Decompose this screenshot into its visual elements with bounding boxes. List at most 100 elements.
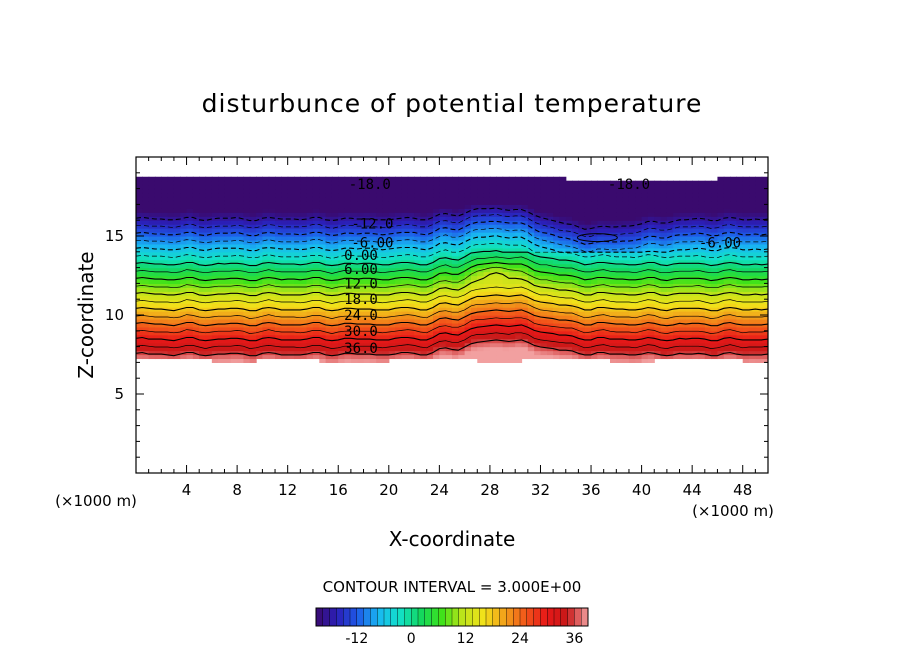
field-cell	[647, 358, 655, 363]
field-cell	[211, 220, 219, 225]
field-cell	[376, 176, 384, 182]
field-cell	[262, 243, 270, 249]
field-cell	[610, 255, 617, 261]
field-cell	[673, 239, 681, 245]
field-cell	[508, 243, 516, 249]
field-cell	[685, 239, 693, 245]
field-cell	[515, 255, 523, 261]
field-cell	[211, 239, 219, 245]
field-cell	[350, 220, 358, 225]
field-cell	[395, 192, 403, 198]
field-cell	[597, 212, 605, 217]
field-cell	[224, 188, 232, 194]
field-cell	[180, 299, 188, 304]
field-cell	[382, 267, 390, 273]
field-cell	[470, 251, 478, 257]
field-cell	[742, 338, 750, 344]
field-cell	[218, 212, 226, 217]
field-cell	[565, 291, 573, 296]
field-cell	[464, 291, 472, 296]
field-cell	[502, 236, 510, 241]
field-cell	[294, 338, 301, 344]
field-cell	[262, 295, 270, 300]
field-cell	[749, 291, 756, 296]
field-cell	[610, 196, 617, 202]
field-cell	[338, 228, 346, 233]
field-cell	[673, 267, 681, 273]
field-cell	[565, 318, 573, 324]
field-cell	[344, 311, 352, 316]
field-cell	[420, 342, 428, 348]
field-cell	[628, 224, 636, 229]
field-cell	[717, 208, 725, 213]
field-cell	[142, 200, 150, 205]
field-cell	[685, 338, 693, 344]
field-cell	[211, 208, 219, 213]
field-cell	[489, 326, 497, 332]
field-cell	[692, 180, 700, 186]
contour-line	[136, 228, 768, 252]
field-cell	[319, 295, 327, 300]
field-cell	[673, 330, 681, 336]
field-cell	[249, 326, 257, 332]
field-cell	[483, 212, 491, 217]
field-cell	[142, 259, 150, 265]
field-cell	[723, 228, 731, 233]
field-cell	[704, 287, 712, 292]
field-cell	[736, 180, 744, 186]
field-cell	[610, 322, 617, 328]
field-cell	[502, 267, 510, 273]
field-cell	[414, 330, 421, 336]
field-cell	[331, 243, 339, 249]
field-cell	[325, 263, 333, 269]
field-cell	[136, 239, 143, 245]
field-cell	[382, 354, 390, 360]
field-cell	[350, 307, 358, 312]
field-cell	[641, 236, 649, 241]
field-cell	[186, 318, 194, 324]
field-cell	[755, 326, 763, 332]
field-cell	[401, 212, 409, 217]
field-cell	[610, 315, 617, 320]
field-cell	[527, 303, 535, 308]
field-cell	[470, 334, 478, 340]
field-cell	[407, 247, 415, 253]
field-cell	[401, 303, 409, 308]
field-cell	[275, 322, 282, 328]
field-cell	[439, 228, 447, 233]
field-cell	[306, 307, 314, 312]
field-cell	[407, 303, 415, 308]
field-cell	[704, 315, 712, 320]
field-cell	[704, 204, 712, 209]
field-cell	[344, 216, 352, 221]
field-cell	[376, 251, 384, 257]
field-cell	[704, 220, 712, 225]
field-cell	[338, 334, 346, 340]
field-cell	[167, 295, 175, 300]
field-cell	[508, 204, 516, 209]
field-cell	[470, 255, 478, 261]
field-cell	[407, 188, 415, 194]
field-cell	[698, 311, 706, 316]
field-cell	[483, 192, 491, 198]
y-tick-label: 5	[114, 385, 124, 403]
field-cell	[136, 322, 143, 328]
field-cell	[218, 283, 226, 288]
field-cell	[755, 208, 763, 213]
field-cell	[224, 330, 232, 336]
field-cell	[452, 255, 459, 261]
field-cell	[458, 295, 466, 300]
field-cell	[559, 299, 567, 304]
field-cell	[142, 303, 150, 308]
field-cell	[666, 291, 674, 296]
field-cell	[376, 318, 384, 324]
field-cell	[654, 259, 662, 265]
field-cell	[673, 283, 681, 288]
field-cell	[755, 216, 763, 221]
field-cell	[344, 200, 352, 205]
field-cell	[730, 216, 737, 221]
field-cell	[673, 315, 681, 320]
field-cell	[319, 338, 327, 344]
field-cell	[698, 263, 706, 269]
field-cell	[717, 315, 725, 320]
